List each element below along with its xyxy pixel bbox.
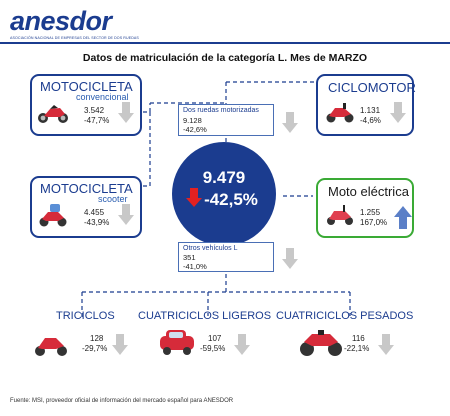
total-circle: 9.479 -42,5% (172, 142, 276, 246)
box-label: Otros vehículos L (183, 245, 238, 252)
value: 351 (183, 253, 196, 262)
total-value: 9.479 (202, 168, 246, 187)
moped-icon (326, 103, 354, 123)
value: 9.128 (183, 116, 202, 125)
box-dos-ruedas: Dos ruedas motorizadas 9.128 -42,6% (178, 104, 274, 136)
source-footnote: Fuente: MSI, proveedor oficial de inform… (10, 398, 234, 404)
card-title: CICLOMOTOR (328, 80, 416, 95)
card-title: MOTOCICLETA (40, 181, 133, 196)
value: 1.255 (360, 208, 381, 217)
value: 4.455 (84, 208, 105, 217)
electric-scooter-icon (327, 205, 353, 225)
change: -47,7% (84, 116, 110, 125)
cuatriciclos-ligeros-value: 107 (208, 334, 222, 343)
anesdor-logo: anesdor ASOCIACIÓN NACIONAL DE EMPRESAS … (10, 6, 139, 41)
card-motocicleta-convencional: MOTOCICLETA convencional 3.542 -47,7% (30, 74, 142, 136)
logo-tagline: ASOCIACIÓN NACIONAL DE EMPRESAS DEL SECT… (10, 36, 139, 40)
triciclos-value: 128 (90, 334, 104, 343)
card-ciclomotor: CICLOMOTOR 1.131 -4,6% (316, 74, 416, 136)
card-subtitle: scooter (98, 194, 128, 204)
cuatriciclos-pesados-value: 116 (352, 334, 365, 343)
total-change: -42,5% (204, 190, 258, 209)
card-subtitle: convencional (76, 92, 129, 102)
triciclos-change: -29,7% (82, 344, 108, 353)
cuatriciclos-ligeros-change: -59,5% (200, 344, 226, 353)
header-divider (0, 42, 450, 44)
cuatriciclos-ligeros-title: CUATRICICLOS LIGEROS (138, 310, 272, 322)
change: 167,0% (360, 218, 388, 227)
triciclos-title: TRICICLOS (56, 310, 115, 322)
logo-wordmark: anesdor (10, 6, 112, 36)
scooter-icon (39, 204, 67, 227)
value: 3.542 (84, 106, 105, 115)
card-motocicleta-scooter: MOTOCICLETA scooter 4.455 -43,9% (30, 176, 142, 238)
change: -4,6% (360, 116, 381, 125)
value: 1.131 (360, 106, 381, 115)
card-moto-electrica: Moto eléctrica 1.255 167,0% (316, 178, 414, 238)
card-title: Moto eléctrica (328, 184, 409, 199)
quad-icon (300, 330, 342, 356)
change: -42,6% (183, 125, 207, 134)
cuatriciclos-pesados-change: -22,1% (344, 344, 370, 353)
box-otros-vehiculos: Otros vehículos L 351 -41,0% (178, 242, 274, 272)
motorcycle-icon (38, 105, 68, 123)
microcar-icon (160, 330, 194, 355)
cuatriciclos-pesados-title: CUATRICICLOS PESADOS (276, 310, 414, 322)
box-label: Dos ruedas motorizadas (183, 107, 259, 114)
trike-icon (35, 338, 67, 356)
change: -43,9% (84, 218, 110, 227)
page-title: Datos de matriculación de la categoría L… (82, 52, 368, 64)
card-title: MOTOCICLETA (40, 79, 133, 94)
change: -41,0% (183, 262, 207, 271)
